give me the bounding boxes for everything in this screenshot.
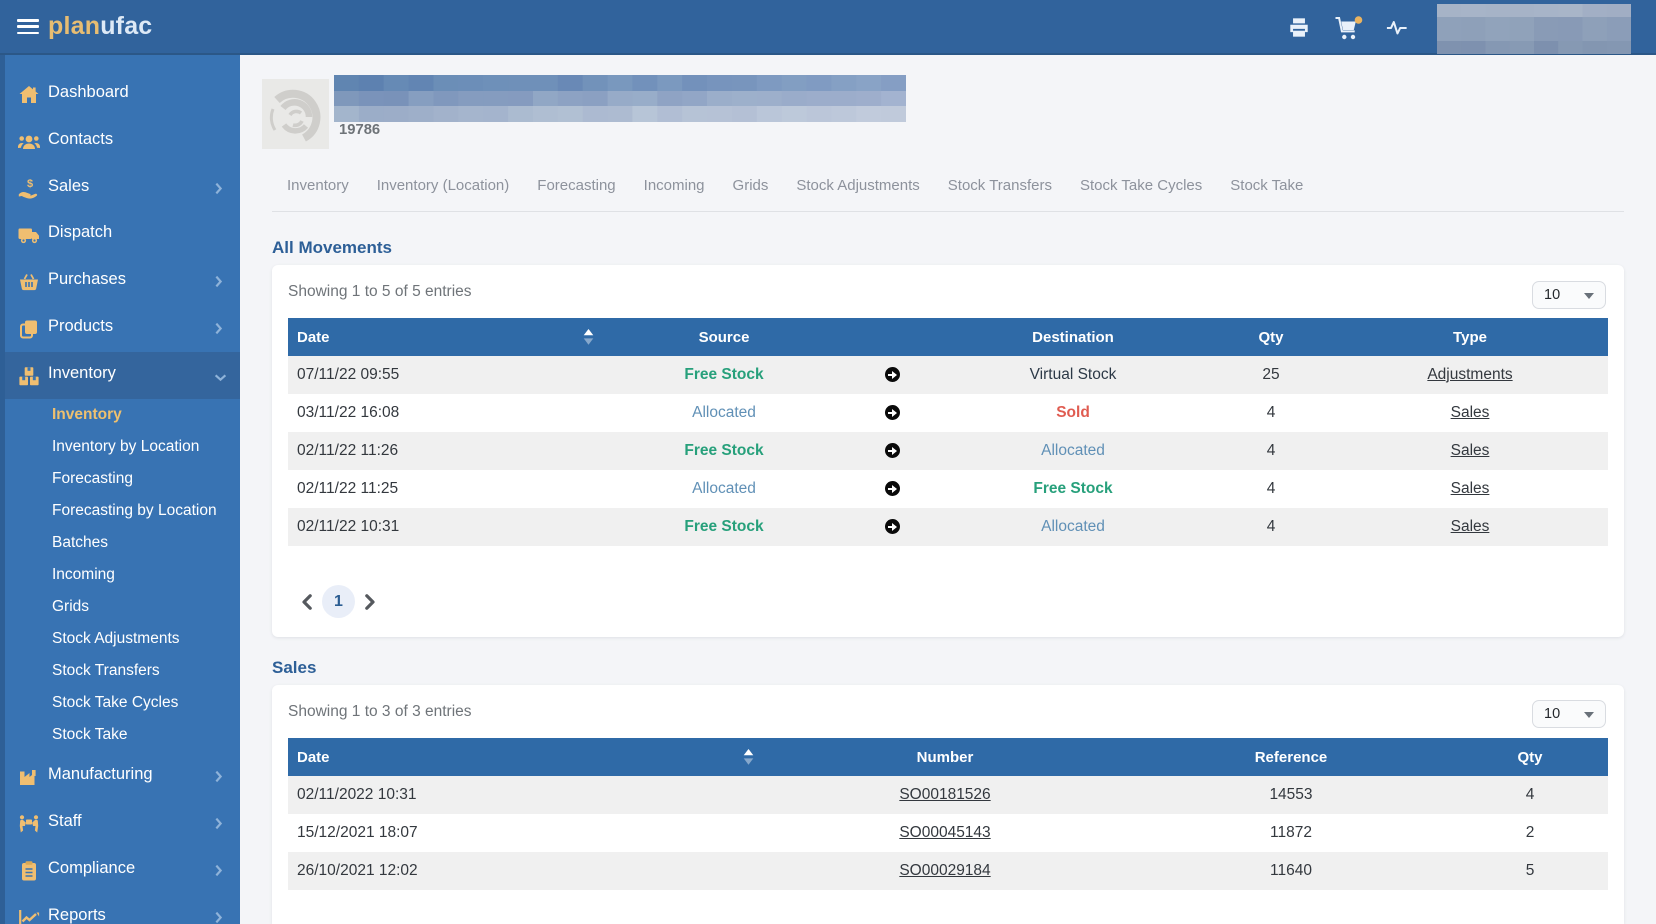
svg-text:$: $ bbox=[27, 178, 33, 190]
